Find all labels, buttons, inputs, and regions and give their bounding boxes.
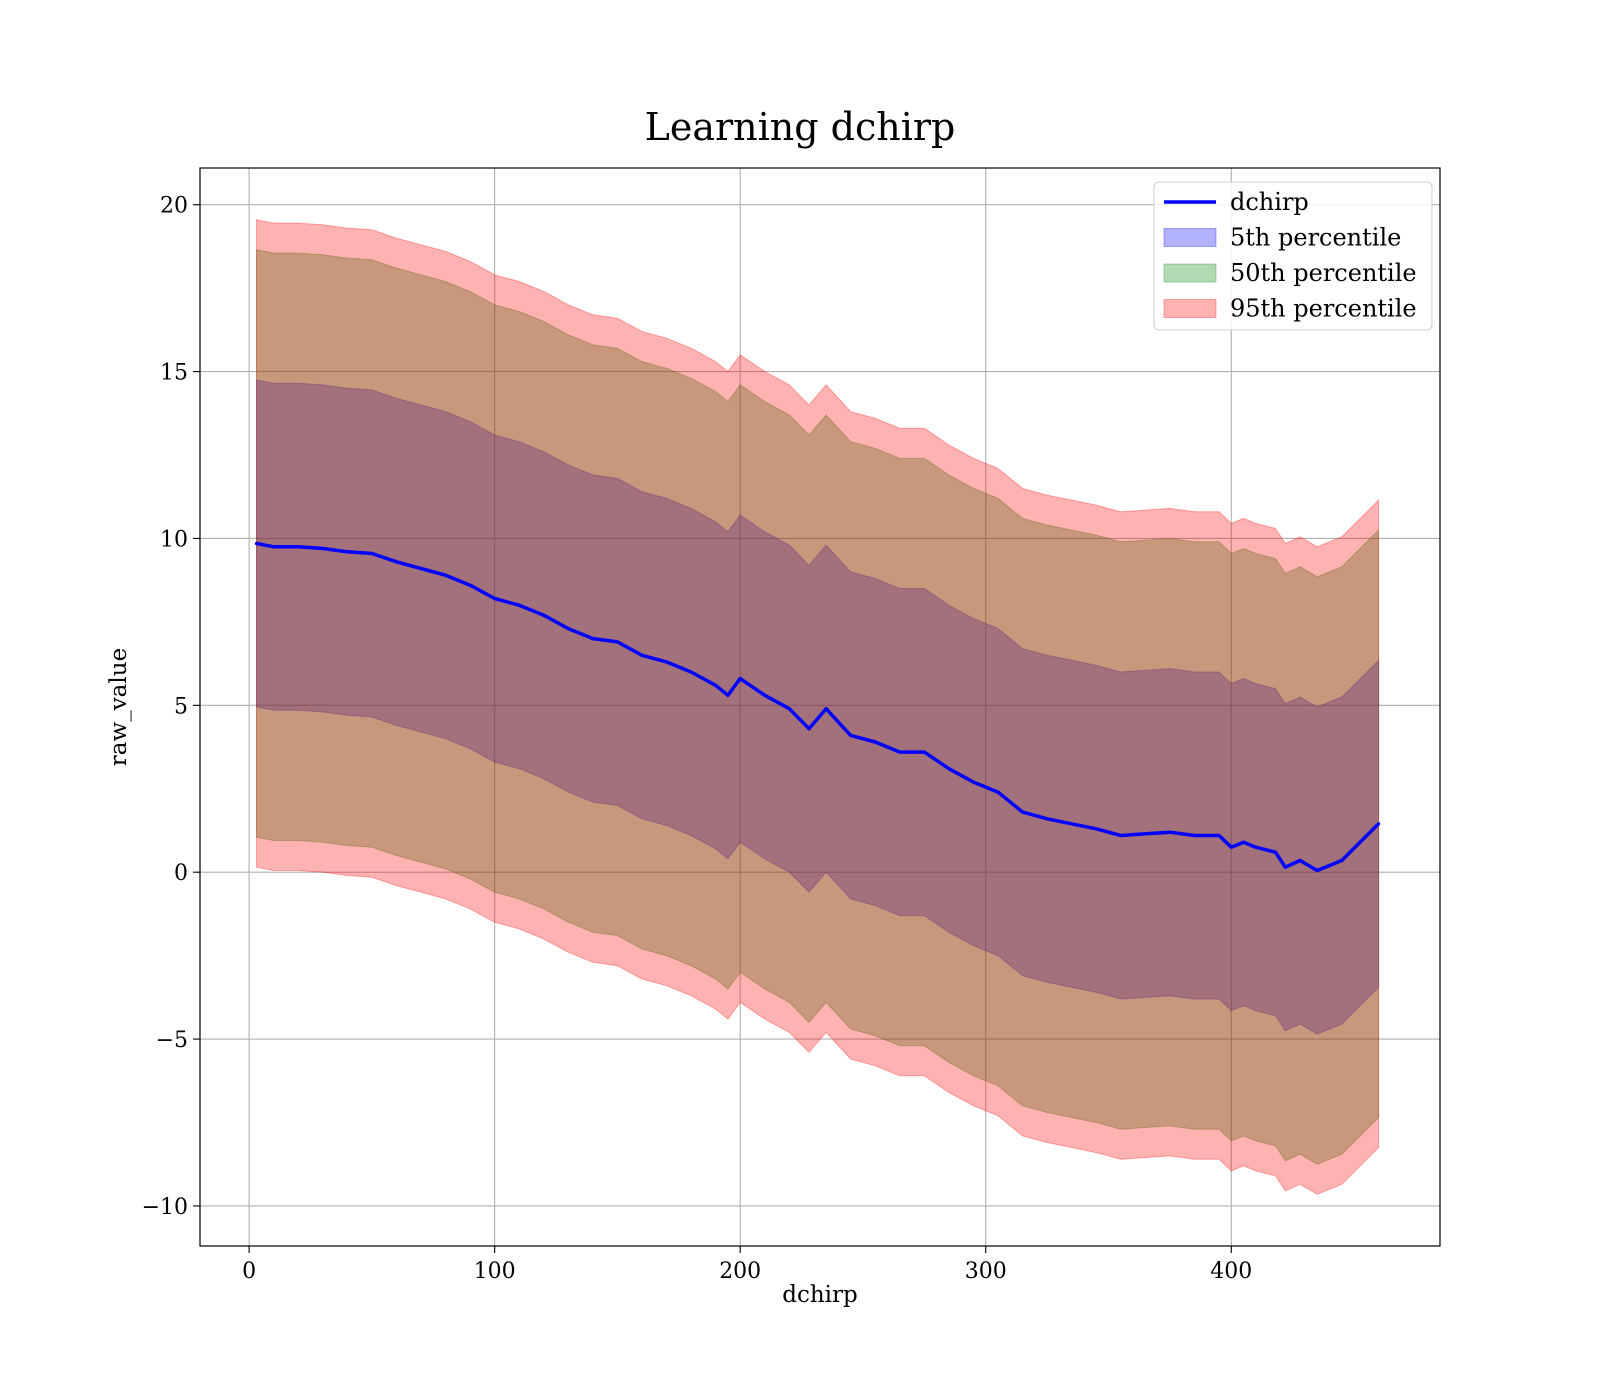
line-point — [296, 545, 300, 549]
y-tick-label: −5 — [156, 1028, 188, 1053]
line-point — [1045, 817, 1049, 821]
line-point — [849, 733, 853, 737]
line-point — [468, 583, 472, 587]
x-tick-label: 200 — [719, 1259, 761, 1284]
line-point — [1119, 833, 1123, 838]
band-5th-percentile — [256, 379, 1380, 1035]
x-tick-label: 100 — [474, 1259, 516, 1284]
band-50th-percentile — [256, 249, 1380, 1165]
line-point — [1283, 865, 1287, 869]
line-point — [1229, 845, 1233, 849]
line-point — [1168, 830, 1172, 834]
line-point — [254, 541, 259, 546]
chart-title: Learning dchirp — [645, 105, 956, 149]
line-point — [615, 640, 620, 644]
grid — [200, 168, 1440, 1246]
line-point — [947, 767, 951, 771]
y-tick-label: 15 — [160, 361, 188, 386]
x-tick-label: 400 — [1210, 1259, 1252, 1284]
line-point — [566, 626, 570, 631]
line-point — [272, 545, 276, 549]
line-point — [996, 790, 1000, 794]
legend-label: dchirp — [1230, 188, 1309, 216]
line-point — [493, 596, 497, 601]
y-tick-label: 0 — [174, 861, 188, 886]
line-point — [640, 653, 644, 657]
line-point — [1070, 822, 1074, 826]
ticks: 0 100 200 300 400 −10 −5 0 5 10 15 20 — [142, 194, 1253, 1284]
plot-frame — [199, 167, 1441, 1247]
x-axis-label: dchirp — [782, 1282, 858, 1308]
y-tick-label: 5 — [174, 694, 188, 719]
legend-label: 5th percentile — [1230, 224, 1401, 252]
percentile-bands — [256, 219, 1380, 1195]
line-point — [517, 603, 521, 607]
line-point — [714, 683, 718, 687]
line-point — [1143, 832, 1147, 836]
legend-swatch-band — [1163, 299, 1217, 318]
line-point — [689, 670, 693, 674]
line-point — [726, 693, 730, 697]
line-point — [873, 740, 877, 744]
line-point — [787, 707, 791, 711]
x-tick-label: 300 — [965, 1259, 1007, 1284]
line-point — [591, 636, 595, 641]
line-point — [321, 546, 325, 551]
line-point — [763, 693, 767, 697]
legend-label: 95th percentile — [1230, 295, 1417, 323]
line-point — [1315, 868, 1319, 873]
legend-swatch-band — [1163, 263, 1217, 283]
band-95th-percentile — [256, 219, 1380, 1195]
line-point — [1273, 850, 1278, 854]
line-point — [922, 750, 926, 754]
series-lines — [254, 541, 1381, 873]
line-point — [542, 613, 546, 617]
legend-swatch-band — [1163, 228, 1217, 247]
line-point — [1340, 858, 1344, 863]
line-point — [443, 573, 448, 577]
line-point — [1217, 833, 1221, 838]
line-point — [1241, 840, 1246, 844]
line-point — [807, 727, 811, 731]
line-point — [394, 560, 399, 564]
line-point — [824, 707, 828, 711]
legend-label: 50th percentile — [1230, 259, 1417, 287]
line-point — [1254, 845, 1258, 849]
line-point — [1377, 822, 1381, 826]
line-point — [1298, 858, 1302, 863]
x-tick-label: 0 — [242, 1259, 256, 1284]
line-point — [345, 550, 349, 554]
legend-box — [1153, 181, 1433, 331]
y-axis-label: raw_value — [106, 648, 132, 766]
line-point — [1192, 833, 1197, 838]
line-point — [664, 660, 669, 664]
line-point — [1094, 827, 1098, 831]
line-point — [370, 551, 374, 556]
line-point — [1020, 810, 1025, 814]
line-point — [419, 566, 423, 571]
y-tick-label: −10 — [142, 1195, 188, 1220]
line-point — [971, 780, 976, 784]
y-tick-label: 10 — [160, 527, 188, 552]
line-point — [898, 750, 902, 754]
legend: dchirp 5th percentile 50th percentile 95th … — [1153, 181, 1433, 331]
y-tick-label: 20 — [160, 194, 188, 219]
line-point — [738, 677, 742, 681]
